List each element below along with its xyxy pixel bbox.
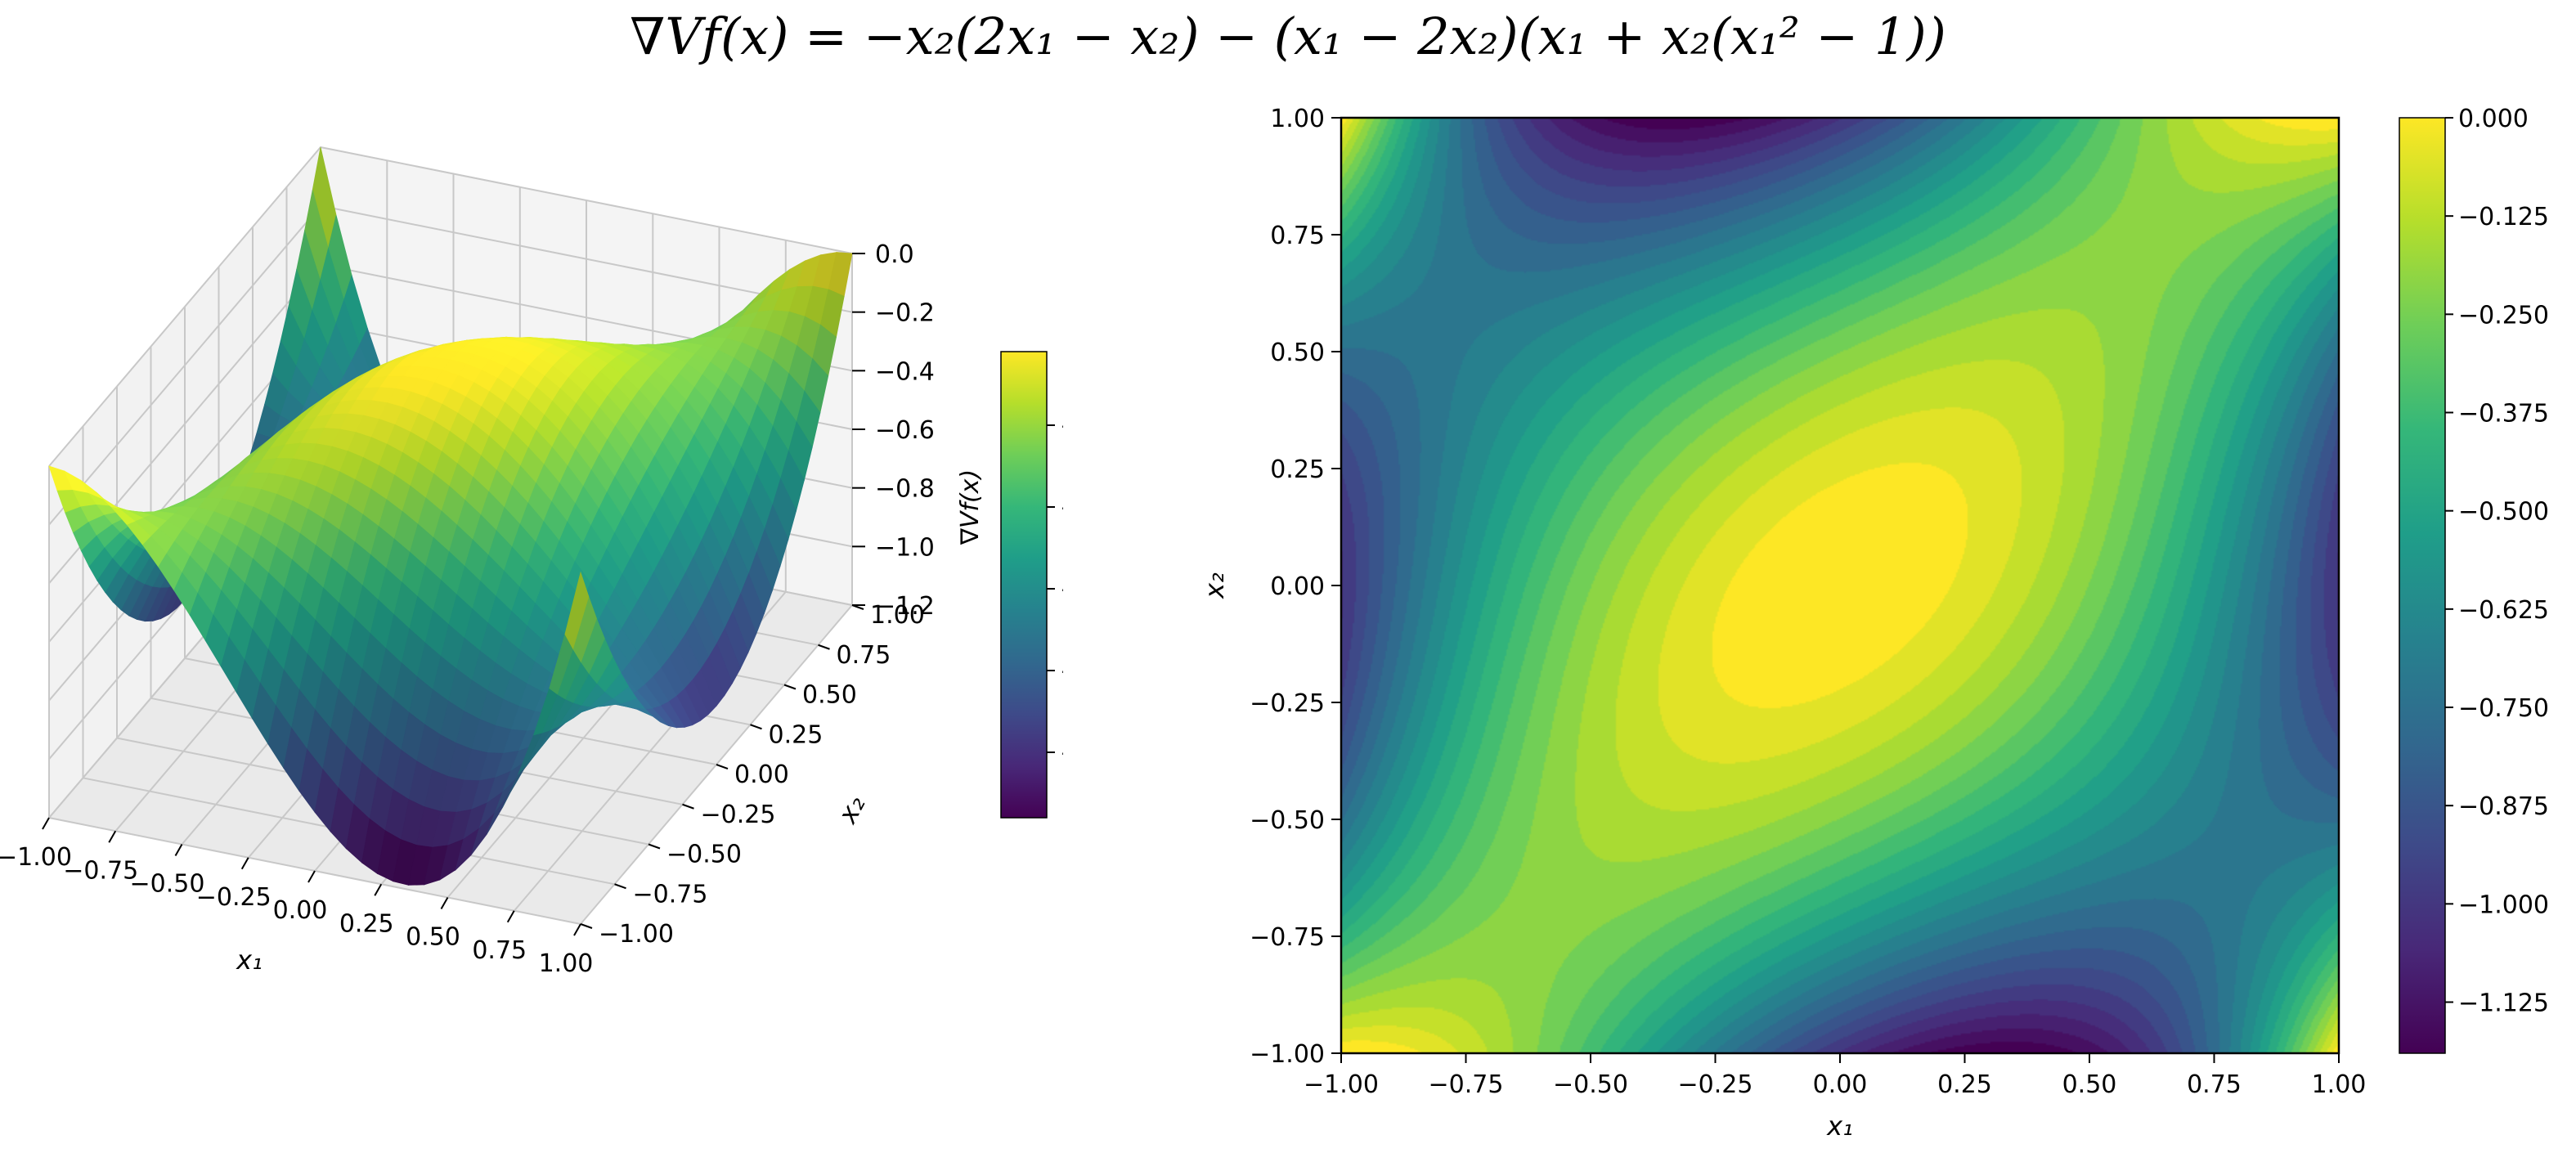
y-tick [818,644,830,650]
contour-heatmap [1341,118,2339,1053]
contour-colorbar-tick-label: −0.125 [2458,203,2549,231]
contour-y-tick-label: −0.50 [1250,806,1325,835]
x-tick [506,910,515,923]
surface-mesh [48,146,853,886]
contour-x-tick-label: 0.50 [2062,1070,2117,1099]
z-tick-label: −0.2 [875,299,935,328]
surface-colorbar-tick-label: −1.0 [1060,739,1063,768]
contour-colorbar-tick-label: −0.375 [2458,400,2549,428]
x-tick-label: −0.75 [63,856,138,885]
contour-x-tick-label: 0.25 [1937,1070,1992,1099]
surface-colorbar-tick-label: −0.6 [1060,576,1063,604]
contour-colorbar-tick-label: −0.750 [2458,694,2549,723]
surface-colorbar-tick-label: −0.4 [1060,494,1063,523]
z-tick-label: −1.2 [875,592,935,621]
x-tick-label: −0.50 [130,870,205,899]
x-tick-label: 0.50 [406,923,460,952]
contour-colorbar-tick-label: −0.500 [2458,498,2549,527]
x-tick [307,870,316,883]
contour-x-axis-label: x₁ [1826,1110,1853,1142]
x-tick [42,817,50,830]
y-tick-label: −0.25 [701,801,776,829]
surface-colorbar-gradient [1000,351,1048,819]
contour-x-tick-label: −1.00 [1304,1070,1379,1099]
y-tick [682,803,694,810]
contour-x-tick-label: 1.00 [2312,1070,2367,1099]
contour-colorbar-tick-label: −0.250 [2458,301,2549,330]
x-tick [573,923,581,936]
contour-x-tick-label: 0.00 [1813,1070,1868,1099]
x-axis-label: x₁ [236,944,263,976]
z-tick-label: −1.0 [875,533,935,562]
contour-y-tick-label: 0.75 [1270,222,1325,250]
z-tick-label: −0.8 [875,475,935,504]
x-tick-label: 1.00 [539,949,594,978]
contour-colorbar: 0.000 −0.125 −0.250 −0.375 −0.500 −0.625 −0.75… [2399,105,2549,1054]
x-tick-label: 0.75 [472,936,527,965]
x-tick [174,844,183,856]
z-tick-label: −0.6 [875,416,935,445]
x-tick [108,830,117,843]
contour-y-tick-label: −1.00 [1250,1040,1325,1069]
y-tick [614,883,626,890]
x-tick-label: −1.00 [0,843,72,872]
contour-x-tick-label: 0.75 [2187,1070,2242,1099]
y-tick-label: 0.25 [769,720,824,749]
contour-colorbar-tick-label: −0.625 [2458,596,2549,625]
contour-y-tick-label: 1.00 [1270,105,1325,133]
x-tick-label: −0.25 [196,883,272,912]
y-tick [580,923,593,929]
y-axis-label: x₂ [832,791,872,829]
surface-colorbar-tick-label: −0.8 [1060,657,1063,686]
y-tick-label: −0.75 [633,880,708,908]
x-tick-label: 0.00 [273,896,328,925]
y-tick [750,724,762,730]
contour-y-tick-label: −0.75 [1250,923,1325,952]
x-tick [440,897,449,909]
contour-colorbar-tick-label: −1.125 [2458,989,2549,1018]
contour-colorbar-tick-label: −0.875 [2458,792,2549,821]
x-tick [240,857,249,870]
contour-y-tick-label: 0.00 [1270,572,1325,601]
surface-plot: −1.00−0.75−0.50−0.25 0.00 0.25 0.50 0.75 1.00… [0,146,1063,978]
y-tick-label: 0.00 [734,760,789,789]
contour-colorbar-gradient [2399,117,2446,1054]
y-tick [648,843,661,850]
x-tick [374,883,383,896]
surface-axis-ticks: −1.00−0.75−0.50−0.25 0.00 0.25 0.50 0.75 1.00… [0,240,935,978]
surface-colorbar-label: ∇Vf(x) [956,469,985,545]
contour-x-tick-label: −0.25 [1678,1070,1753,1099]
contour-x-tick-label: −0.75 [1429,1070,1504,1099]
y-tick-label: 0.75 [837,641,891,670]
y-tick [783,684,797,690]
contour-x-tick-label: −0.50 [1553,1070,1628,1099]
y-tick-label: −1.00 [599,920,674,949]
contour-y-tick-label: 0.50 [1270,339,1325,367]
y-tick-label: 1.00 [870,601,925,630]
contour-colorbar-tick-label: −1.000 [2458,891,2549,919]
contour-y-tick-label: −0.25 [1250,689,1325,718]
z-tick-label: −0.4 [875,357,935,386]
figure-title: ∇Vf(x) = −x₂(2x₁ − x₂) − (x₁ − 2x₂)(x₁ +… [630,7,1946,66]
contour-colorbar-tick-label: 0.000 [2458,105,2529,133]
surface-colorbar: −0.2 −0.4 −0.6 −0.8 −1.0 ∇Vf(x) [956,351,1063,819]
contour-y-axis-label: x₂ [1199,572,1230,599]
surface-face [564,571,590,650]
y-tick [716,764,729,769]
z-tick-label: 0.0 [875,240,914,269]
y-tick-label: 0.50 [802,681,857,710]
contour-y-tick-label: 0.25 [1270,455,1325,484]
surface-colorbar-tick-label: −0.2 [1060,412,1063,441]
x-tick-label: 0.25 [339,909,394,938]
y-tick-label: −0.50 [666,841,742,869]
